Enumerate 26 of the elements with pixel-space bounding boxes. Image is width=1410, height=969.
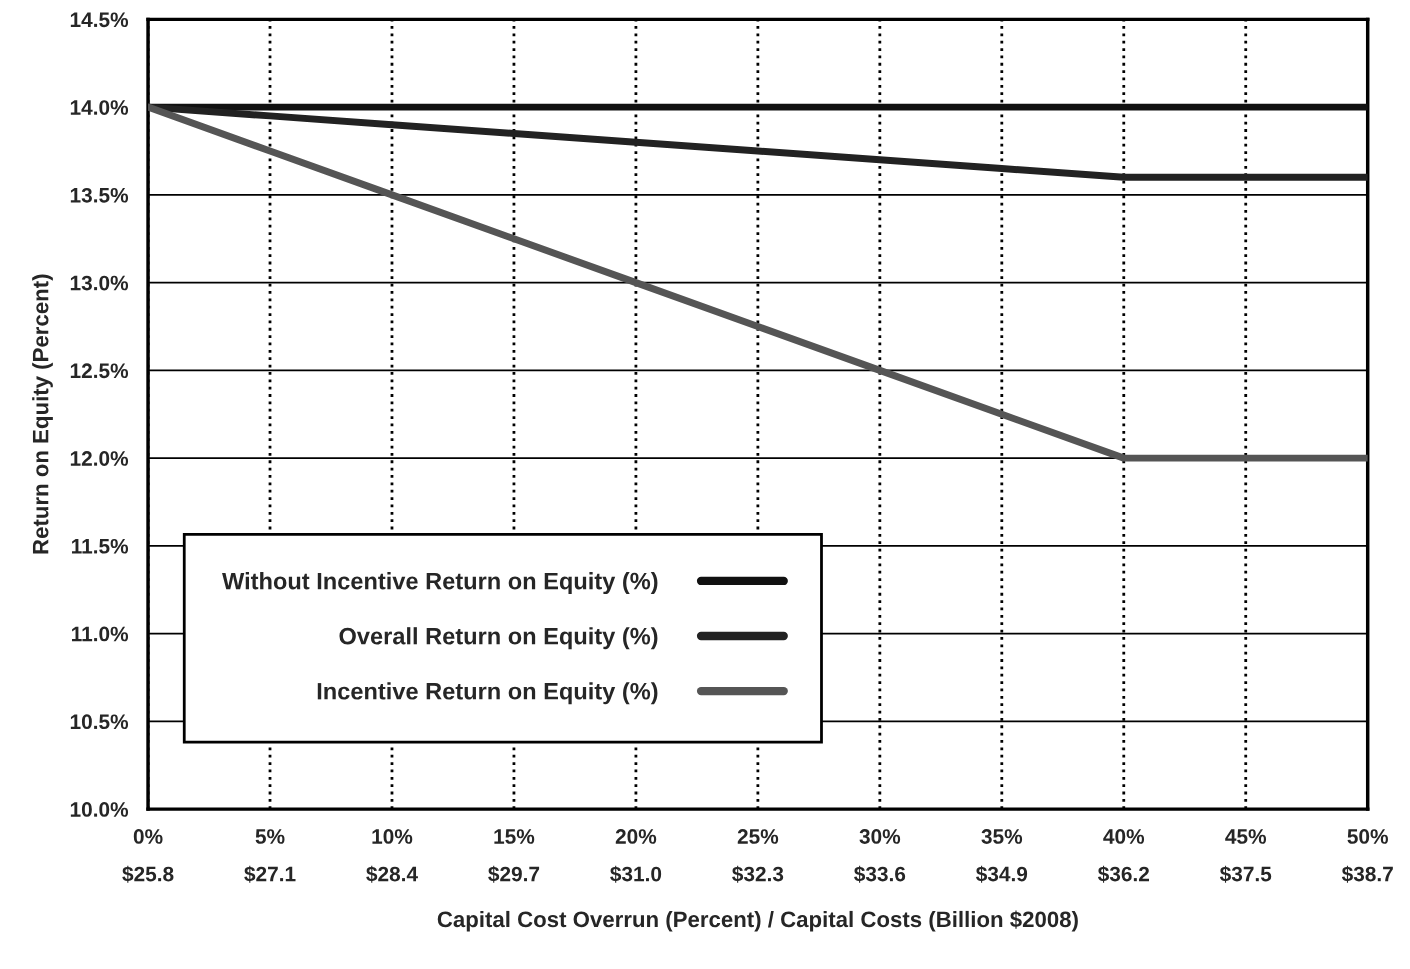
x-tick-label: 25% $32.3 <box>732 829 784 883</box>
x-axis-title: Capital Cost Overrun (Percent) / Capital Costs (Billion $2008) <box>437 910 1078 932</box>
y-tick-label: 14.0% <box>70 100 129 115</box>
y-tick-label: 11.0% <box>71 626 129 642</box>
x-tick-label: 0% $25.8 <box>122 829 174 883</box>
y-tick-label: 10.5% <box>70 714 129 730</box>
x-tick-label: 10% $28.4 <box>366 829 418 883</box>
x-tick-label: 35% $34.9 <box>976 829 1028 883</box>
x-tick-label: 20% $31.0 <box>610 829 662 883</box>
y-axis-title: Return on Equity (Percent) <box>32 274 53 554</box>
x-tick-label: 15% $29.7 <box>488 829 540 883</box>
x-tick-label: 40% $36.2 <box>1097 829 1150 883</box>
y-tick-label: 13.5% <box>70 187 129 203</box>
x-tick-label: 50% $38.7 <box>1341 829 1393 883</box>
y-tick-label: 12.0% <box>70 451 129 466</box>
x-tick-label: 45% $37.5 <box>1219 829 1272 883</box>
y-tick-label: 10.0% <box>70 802 129 817</box>
x-tick-label: 5% $27.1 <box>244 829 296 883</box>
legend-label: Incentive Return on Equity (%) <box>317 682 658 705</box>
y-tick-label: 12.5% <box>70 363 129 379</box>
x-tick-label: 30% $33.6 <box>854 829 906 883</box>
y-tick-label: 11.5% <box>71 538 129 554</box>
y-tick-label: 14.5% <box>70 12 129 28</box>
legend-label: Without Incentive Return on Equity (%) <box>222 572 658 595</box>
y-tick-label: 13.0% <box>70 275 129 291</box>
legend-label: Overall Return on Equity (%) <box>339 627 658 650</box>
